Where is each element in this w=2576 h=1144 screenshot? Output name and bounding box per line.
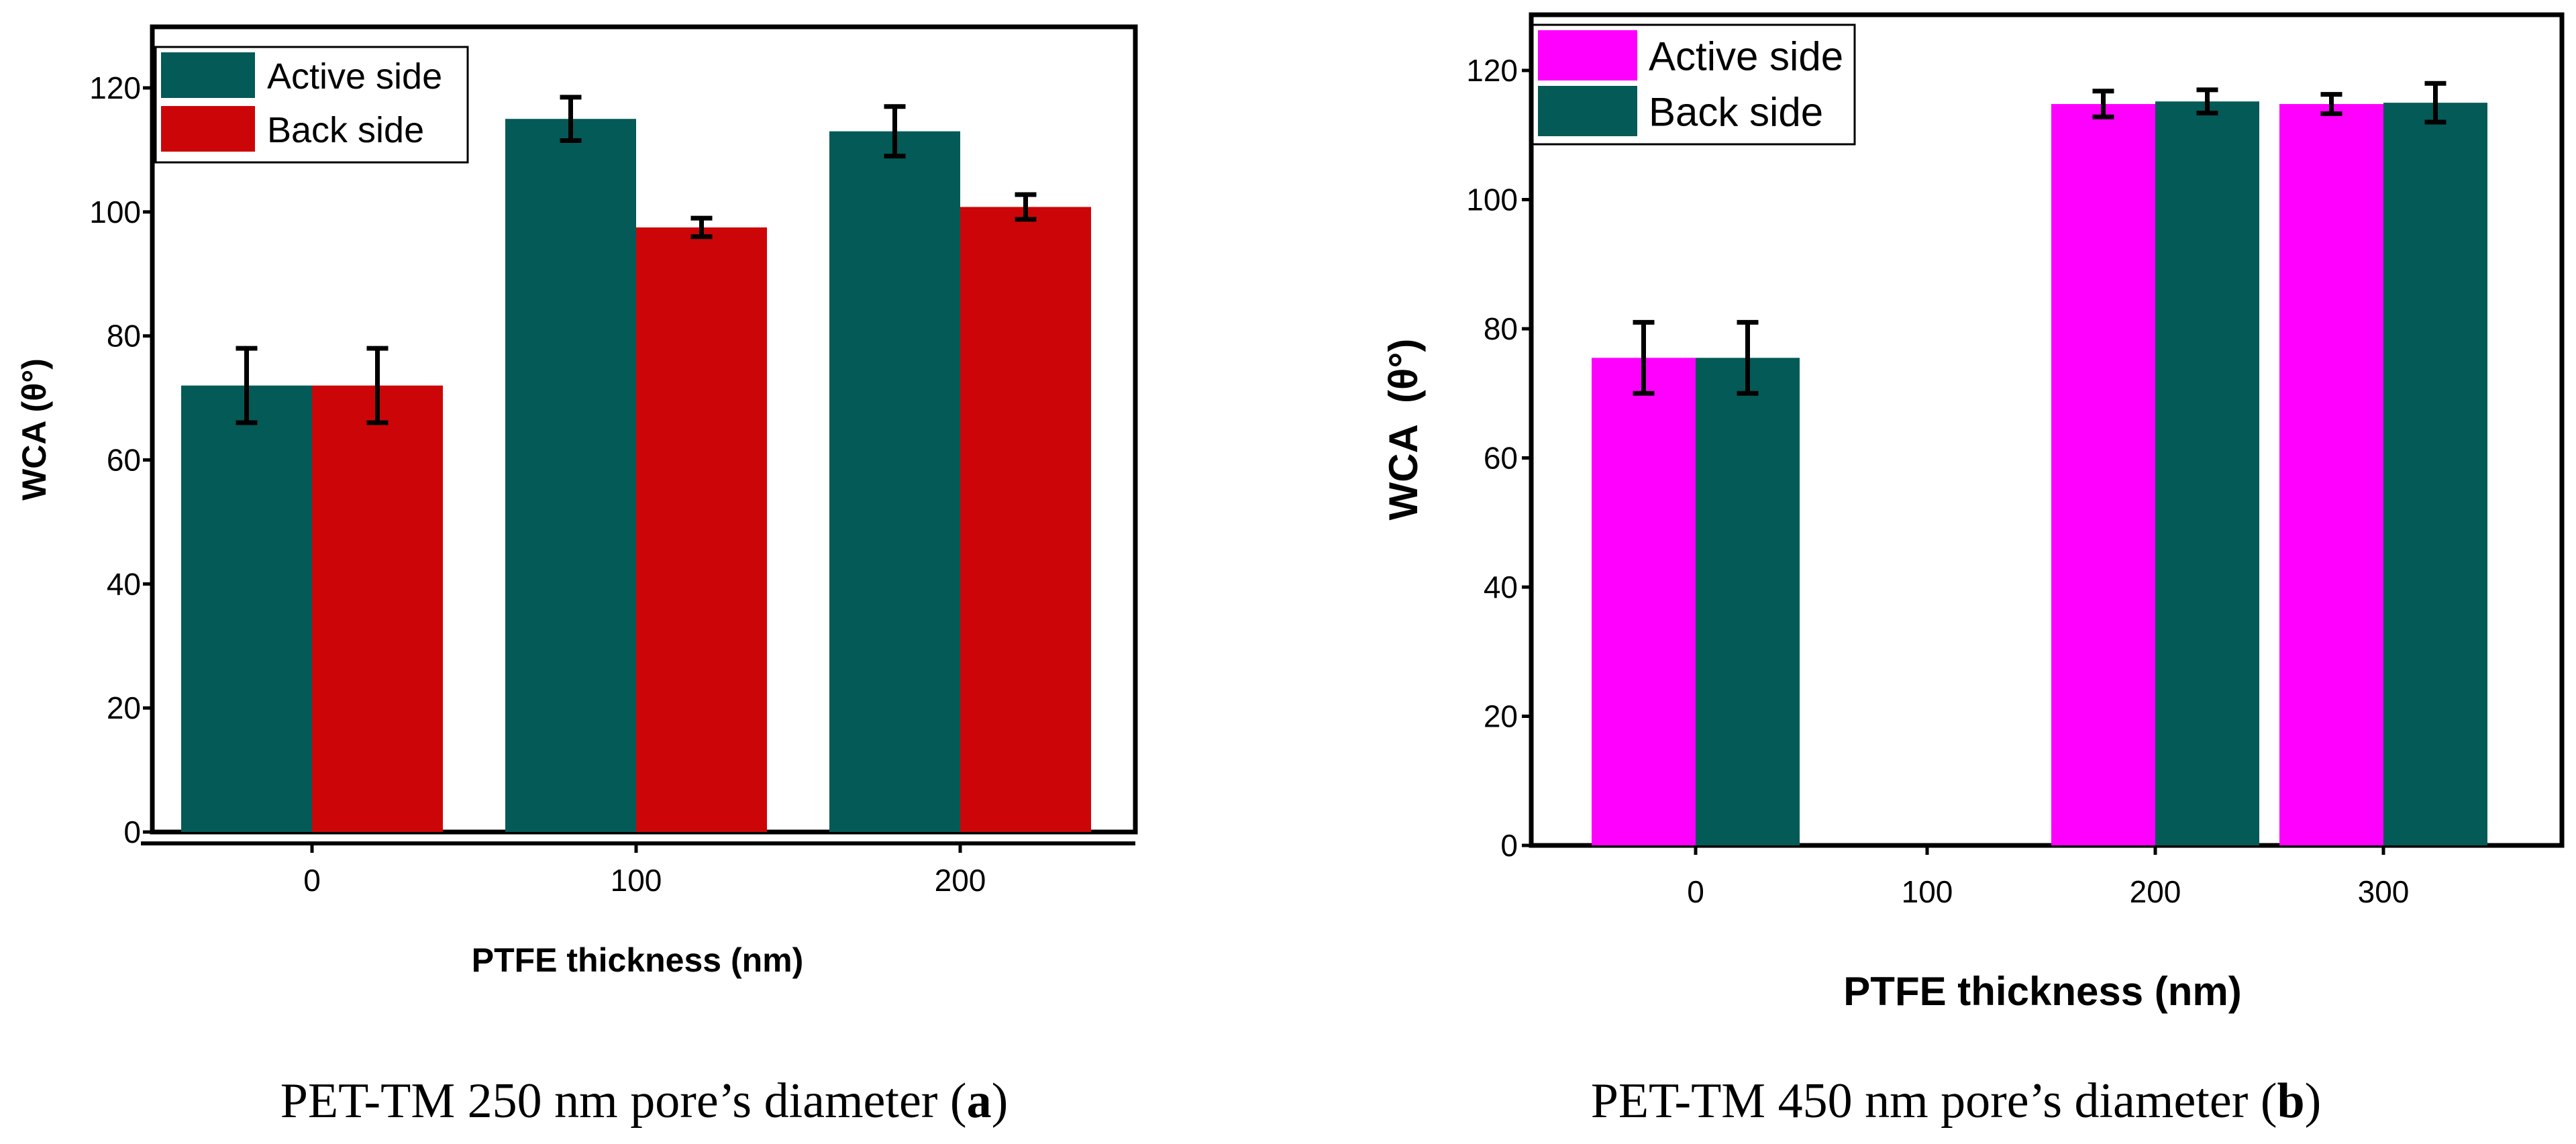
x-axis-label-a: PTFE thickness (nm) xyxy=(472,941,804,979)
legend-swatch xyxy=(161,106,255,152)
bar xyxy=(181,385,312,832)
y-axis-b: 0 20 40 60 80 100 120 xyxy=(1466,53,1531,863)
error-bar xyxy=(2092,89,2114,119)
y-tick-label: 80 xyxy=(1484,311,1518,346)
legend-label: Active side xyxy=(267,56,442,97)
caption-b-letter: b xyxy=(2277,1074,2305,1129)
legend-a: Active side Back side xyxy=(154,46,469,164)
y-tick-label: 0 xyxy=(1500,828,1518,863)
bars-a xyxy=(181,95,1091,833)
panel-a: 0 20 40 60 80 100 120 0 100 200 Active side Back … xyxy=(15,24,1138,1129)
y-tick-label: 120 xyxy=(1466,53,1518,88)
legend-swatch xyxy=(161,52,255,98)
y-tick-label: 100 xyxy=(89,195,141,229)
error-bar xyxy=(1737,319,1759,396)
bar xyxy=(2155,101,2259,846)
error-bar xyxy=(236,346,258,425)
caption-b-close: ) xyxy=(2305,1074,2322,1129)
x-tick-label: 100 xyxy=(1902,874,1953,909)
error-bar xyxy=(2196,87,2218,116)
error-bar xyxy=(1015,192,1037,222)
caption-b-text: PET-TM 450 nm pore’s diameter ( xyxy=(1591,1074,2277,1129)
bar xyxy=(312,385,443,832)
bar xyxy=(505,119,636,832)
bar xyxy=(2051,104,2155,845)
bar xyxy=(829,131,960,833)
y-tick-label: 100 xyxy=(1466,183,1518,217)
y-axis-a: 0 20 40 60 80 100 120 xyxy=(89,70,152,849)
error-bar xyxy=(560,95,582,144)
error-bar xyxy=(884,104,906,159)
x-axis-b: 0 100 200 300 xyxy=(1687,845,2409,909)
x-tick-label: 200 xyxy=(2130,874,2181,909)
x-tick-label: 200 xyxy=(935,863,986,898)
bar xyxy=(1696,358,1800,845)
legend-b: Active side Back side xyxy=(1531,23,1856,146)
legend-label: Active side xyxy=(1649,34,1843,79)
bars-b xyxy=(1592,81,2487,846)
y-tick-label: 80 xyxy=(107,319,141,354)
error-bar xyxy=(1633,319,1655,396)
error-bar xyxy=(366,346,389,425)
y-tick-label: 40 xyxy=(1484,570,1518,605)
y-tick-label: 60 xyxy=(1484,441,1518,476)
error-bar xyxy=(2424,81,2446,125)
x-axis-a: 0 100 200 xyxy=(141,841,1135,898)
y-tick-label: 120 xyxy=(89,70,141,105)
x-tick-label: 300 xyxy=(2358,874,2410,909)
x-tick-label: 100 xyxy=(611,863,662,898)
y-tick-label: 0 xyxy=(123,815,141,849)
caption-b: PET-TM 450 nm pore’s diameter (b) xyxy=(1591,1074,2322,1129)
y-tick-label: 20 xyxy=(107,690,141,725)
plot-frame-b xyxy=(1529,12,2565,848)
caption-a-letter: a xyxy=(967,1074,992,1129)
y-axis-label-b: WCA (θ°) xyxy=(1381,339,1426,521)
y-tick-label: 20 xyxy=(1484,699,1518,734)
x-tick-label: 0 xyxy=(1687,874,1704,909)
bar xyxy=(1592,358,1696,845)
legend-label: Back side xyxy=(1649,90,1823,135)
y-tick-label: 40 xyxy=(107,566,141,601)
x-tick-label: 0 xyxy=(303,863,321,898)
bar xyxy=(960,207,1091,832)
legend-swatch xyxy=(1538,86,1637,136)
legend-label: Back side xyxy=(267,110,424,150)
bar xyxy=(2279,104,2383,845)
legend-swatch xyxy=(1538,30,1637,81)
bar xyxy=(636,227,767,832)
error-bar xyxy=(2320,92,2342,116)
y-axis-label-a: WCA (θ°) xyxy=(15,358,53,501)
x-axis-label-b: PTFE thickness (nm) xyxy=(1843,969,2241,1014)
panel-b: 0 20 40 60 80 100 120 0 100 200 300 Active side Ba… xyxy=(1381,12,2565,1129)
caption-a: PET-TM 250 nm pore’s diameter (a) xyxy=(280,1074,1008,1129)
bar xyxy=(2383,103,2487,845)
error-bar xyxy=(690,215,713,240)
caption-a-close: ) xyxy=(992,1074,1009,1129)
y-tick-label: 60 xyxy=(107,443,141,478)
caption-a-text: PET-TM 250 nm pore’s diameter ( xyxy=(280,1074,967,1129)
